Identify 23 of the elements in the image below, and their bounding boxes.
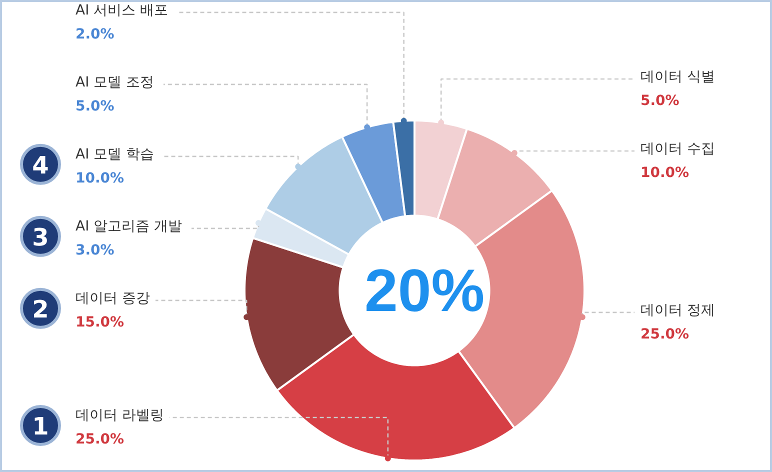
slice-label: 데이터 정제 — [640, 302, 715, 318]
slice-label: AI 서비스 배포 — [76, 2, 168, 18]
text: 1 — [32, 412, 49, 440]
text: 4 — [32, 151, 49, 180]
slice-label: AI 모델 조정 — [76, 74, 154, 90]
data-label: 5.0% — [640, 93, 680, 110]
slice-label: 데이터 증강 — [76, 290, 150, 306]
data-label: 3.0% — [76, 242, 114, 258]
data-label: 2.0% — [76, 26, 114, 42]
data-label: 25.0% — [76, 432, 124, 448]
text: 3 — [32, 223, 49, 252]
data-label: 10.0% — [76, 170, 124, 186]
slice-label: AI 알고리즘 개발 — [76, 218, 182, 234]
data-label: 25.0% — [640, 326, 690, 342]
data-label: 15.0% — [76, 314, 124, 330]
slice-label: 데이터 수집 — [640, 141, 715, 158]
text: 2 — [32, 295, 49, 324]
slice-label: 데이터 식별 — [640, 69, 715, 86]
data-label: 10.0% — [640, 165, 690, 182]
data-label: 5.0% — [76, 98, 114, 114]
slice-label: 데이터 라벨링 — [76, 408, 164, 424]
text: 20% — [364, 257, 485, 324]
slice-label: AI 모델 학습 — [76, 146, 154, 162]
